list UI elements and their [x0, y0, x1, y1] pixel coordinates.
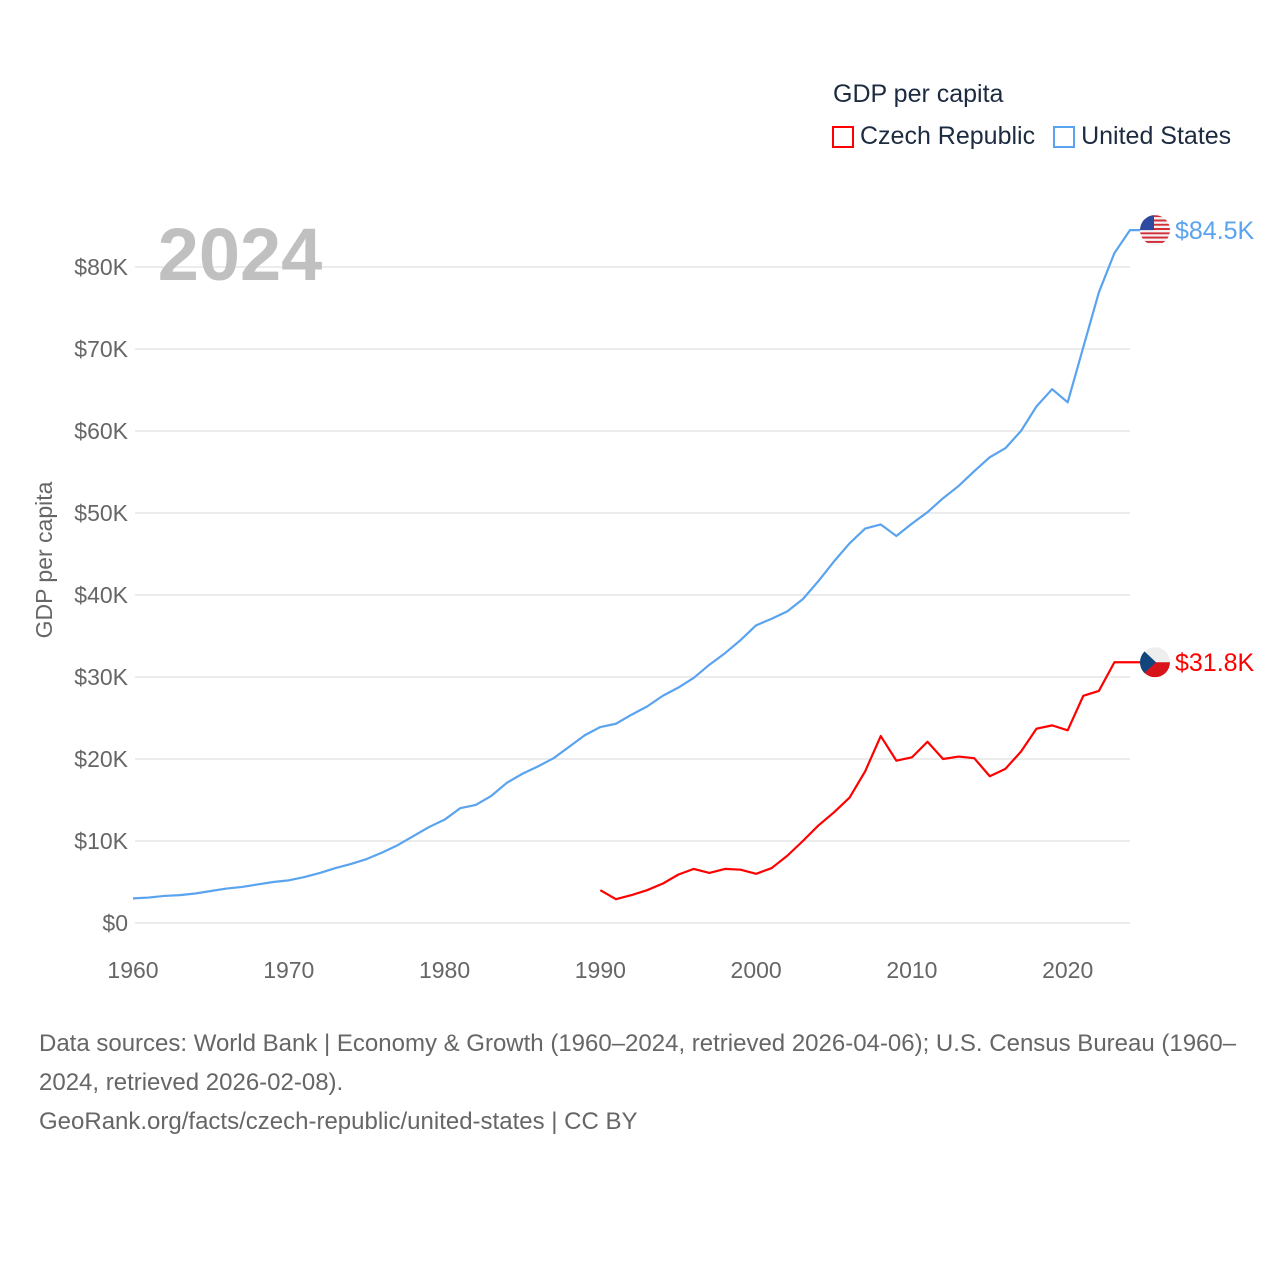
y-tick-label: $60K [74, 418, 128, 444]
flag-stripe [1140, 219, 1170, 222]
end-value-label: $84.5K [1175, 217, 1255, 245]
y-tick-label: $40K [74, 582, 128, 608]
legend: Czech Republic United States [832, 122, 1231, 151]
x-tick-label: 1990 [575, 957, 626, 983]
flag-stripe-white [1140, 221, 1170, 224]
legend-swatch-us [1053, 125, 1076, 148]
y-tick-label: $50K [74, 500, 128, 526]
flag-body [1140, 647, 1170, 678]
flag-stripe-white [1140, 225, 1170, 228]
data-sources: Data sources: World Bank | Economy & Gro… [39, 1030, 1237, 1096]
flag-stripe [1140, 215, 1170, 218]
y-tick-label: $10K [74, 828, 128, 854]
end-value-label: $31.8K [1175, 649, 1255, 677]
czech-flag-icon [1140, 647, 1170, 678]
legend-swatch-czech [832, 125, 854, 148]
y-tick-label: $80K [74, 254, 128, 280]
flag-triangle [1140, 647, 1156, 678]
flag-body [1140, 215, 1170, 246]
x-tick-label: 2020 [1042, 957, 1093, 983]
flag-stripe-white [1140, 234, 1170, 237]
flag-stripe-white [1140, 238, 1170, 241]
year-watermark: 2024 [158, 213, 323, 296]
flag-stripe [1140, 236, 1170, 239]
flag-stripe-white [1140, 217, 1170, 220]
x-tick-label: 2010 [886, 957, 937, 983]
footer: Data sources: World Bank | Economy & Gro… [39, 1024, 1239, 1141]
us-flag-icon [1140, 215, 1170, 246]
legend-label: Czech Republic [860, 122, 1036, 150]
legend-title: GDP per capita [833, 80, 1004, 108]
flag-stripe-white [1140, 242, 1170, 246]
y-tick-label: $20K [74, 746, 128, 772]
legend-item-united-states[interactable]: United States [1053, 122, 1231, 151]
y-tick-label: $30K [74, 664, 128, 690]
flag-stripe [1140, 227, 1170, 231]
series-line-czech-republic [599, 661, 1140, 901]
x-tick-label: 1970 [263, 957, 314, 983]
flag-stripe-white [1140, 230, 1170, 233]
x-tick-label: 1960 [107, 957, 158, 983]
y-tick-label: $0 [102, 910, 128, 936]
flag-stripe [1140, 223, 1170, 226]
y-tick-label: $70K [74, 336, 128, 362]
series-line-united-states [132, 229, 1140, 900]
flag-stripe [1140, 232, 1170, 235]
flag-stripe [1140, 240, 1170, 243]
flag-canton [1140, 215, 1154, 231]
x-tick-label: 1980 [419, 957, 470, 983]
x-tick-label: 2000 [731, 957, 782, 983]
credit-link[interactable]: GeoRank.org/facts/czech-republic/united-… [39, 1108, 638, 1135]
y-axis-label: GDP per capita [31, 481, 57, 638]
legend-label: United States [1081, 122, 1232, 150]
legend-item-czech-republic[interactable]: Czech Republic [832, 122, 1035, 151]
